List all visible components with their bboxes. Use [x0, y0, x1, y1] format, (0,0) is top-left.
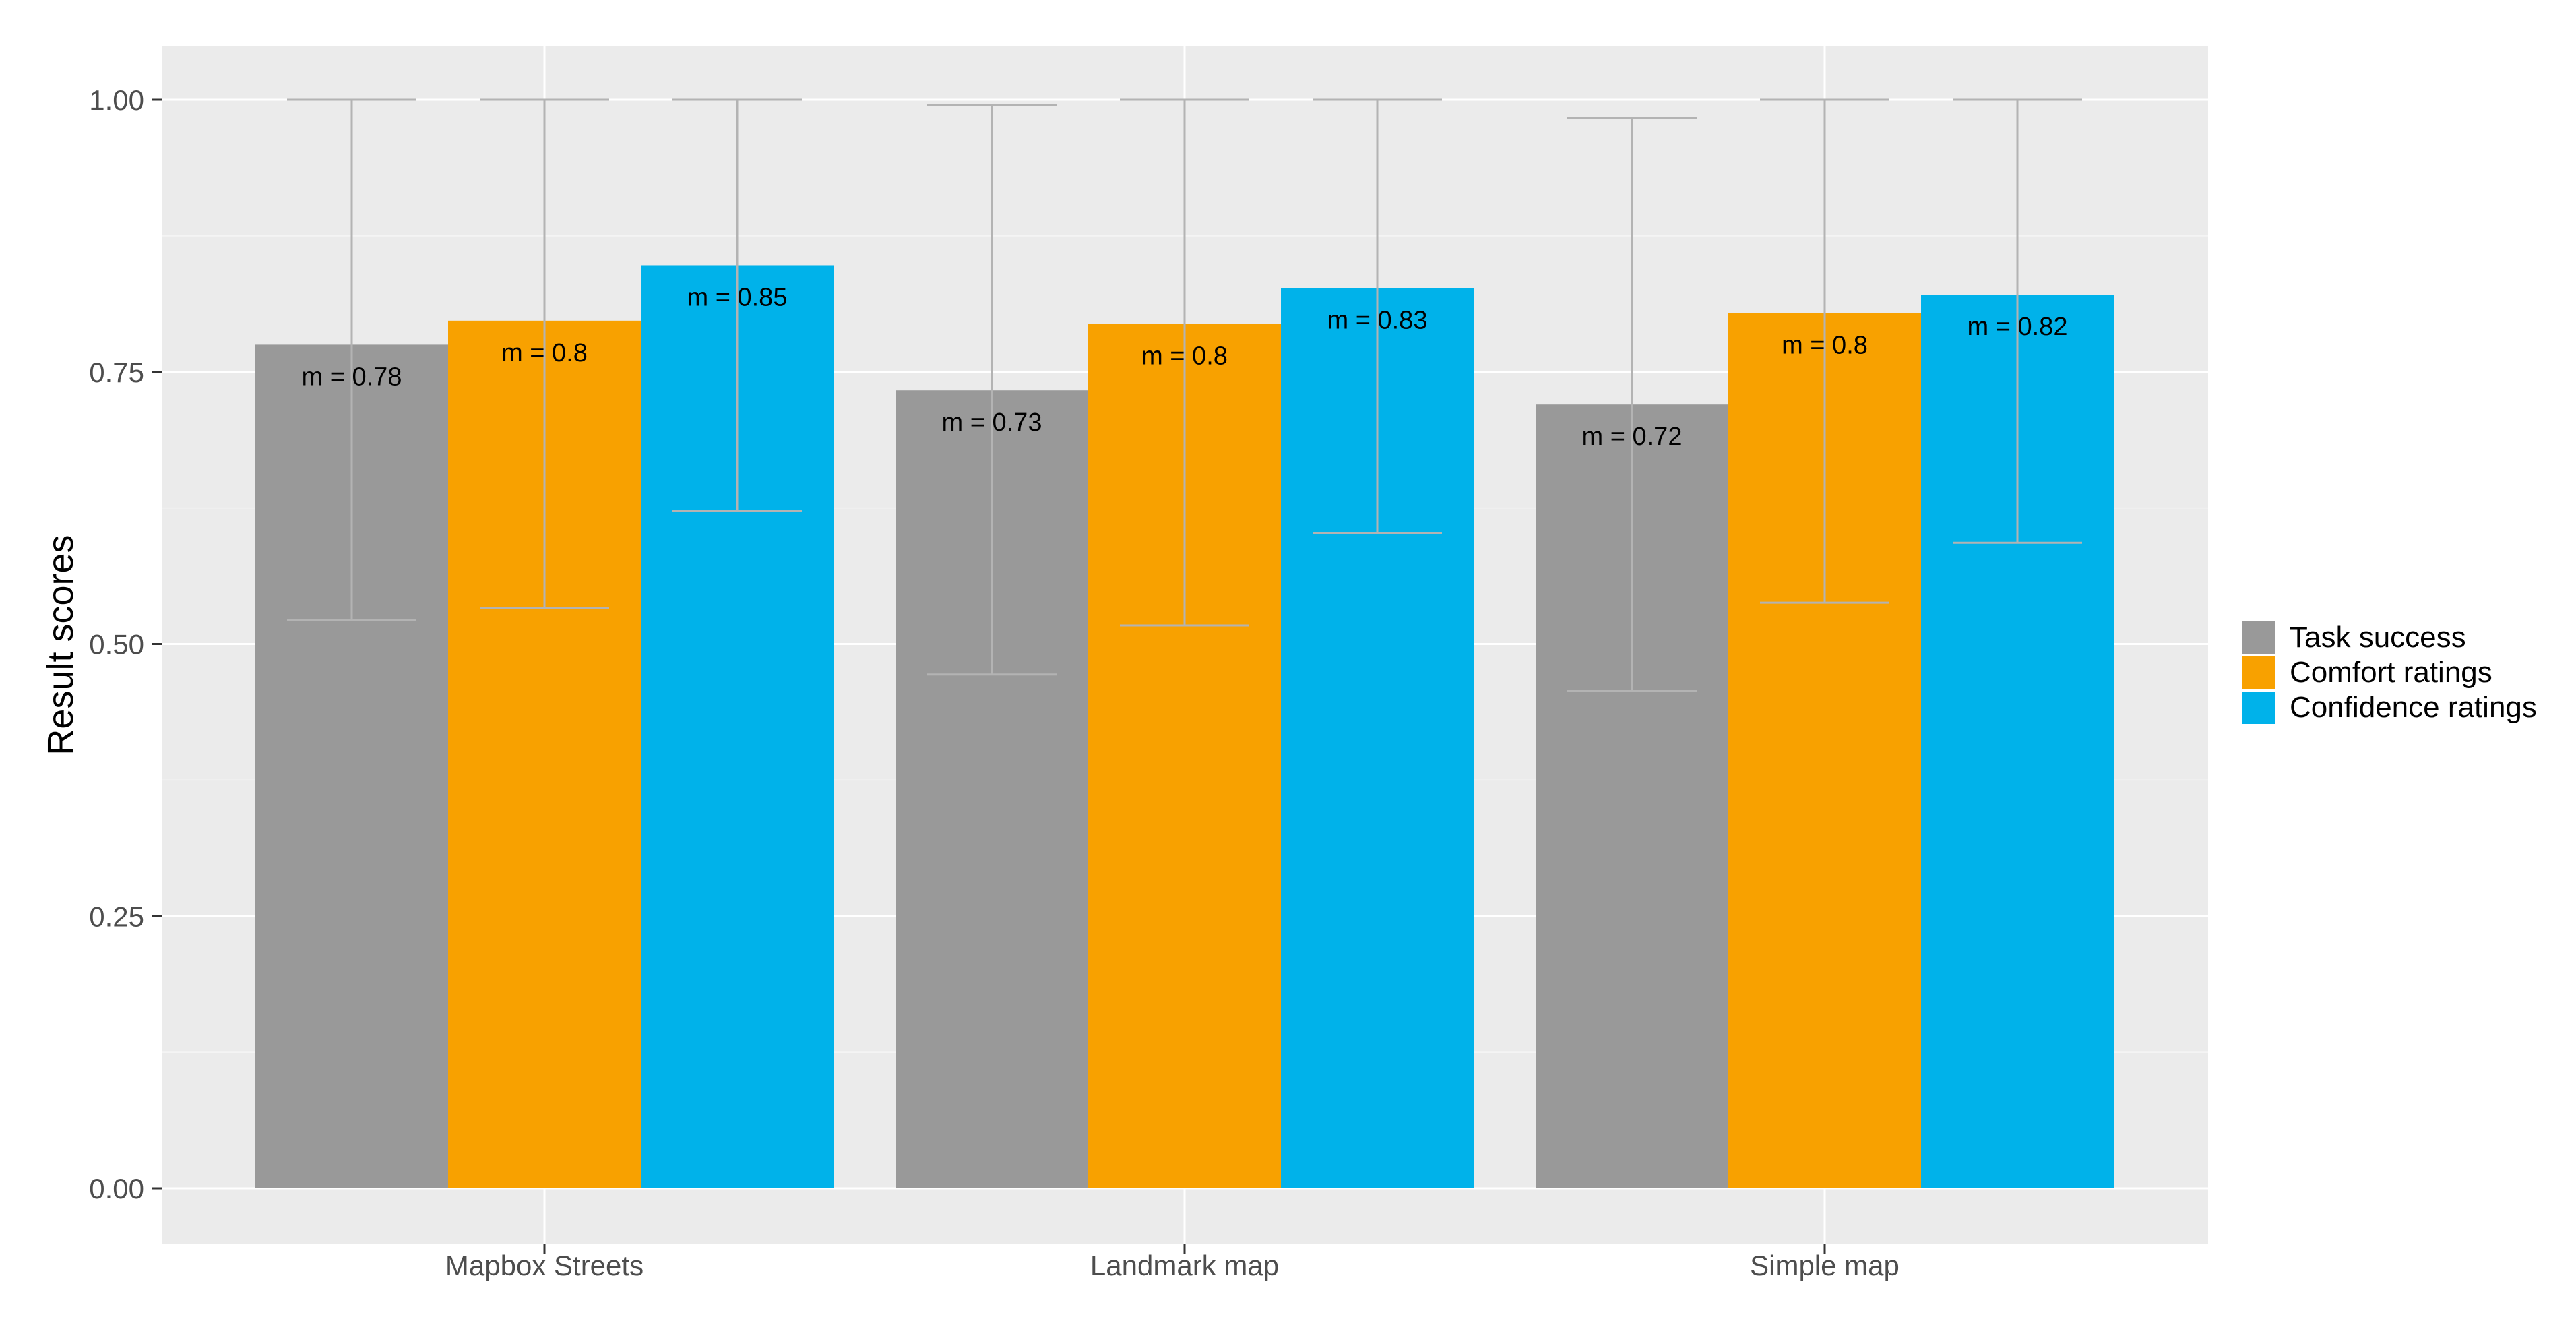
legend-key [2242, 656, 2275, 689]
legend-label: Task success [2290, 621, 2466, 654]
y-tick-label: 0.00 [89, 1173, 144, 1204]
data-label: m = 0.73 [942, 408, 1042, 437]
y-tick-label: 0.75 [89, 357, 144, 388]
legend-key [2242, 692, 2275, 724]
y-tick-label: 0.25 [89, 900, 144, 932]
y-tick-label: 1.00 [89, 84, 144, 116]
data-label: m = 0.8 [501, 339, 588, 367]
legend-label: Confidence ratings [2290, 691, 2537, 724]
bars [255, 265, 2114, 1189]
data-label: m = 0.82 [1968, 313, 2068, 341]
legend-key [2242, 621, 2275, 654]
x-tick-label: Landmark map [1090, 1250, 1279, 1281]
x-tick-label: Mapbox Streets [445, 1250, 643, 1281]
data-label: m = 0.72 [1582, 423, 1683, 451]
legend-label: Comfort ratings [2290, 656, 2492, 689]
data-label: m = 0.78 [302, 363, 402, 391]
y-axis-title: Result scores [40, 534, 81, 755]
y-axis: 0.00 0.25 0.50 0.75 1.00 [89, 84, 162, 1204]
x-axis: Mapbox Streets Landmark map Simple map [445, 1244, 1899, 1281]
x-tick-label: Simple map [1750, 1250, 1899, 1281]
data-labels: m = 0.78 m = 0.73 m = 0.72 m = 0.8 m = 0.8 m … [302, 283, 2068, 451]
error-bars [287, 98, 2082, 692]
data-label: m = 0.8 [1141, 342, 1228, 371]
data-label: m = 0.85 [687, 283, 788, 311]
data-label: m = 0.8 [1782, 332, 1868, 360]
y-tick-label: 0.50 [89, 629, 144, 661]
data-label: m = 0.83 [1327, 306, 1428, 334]
